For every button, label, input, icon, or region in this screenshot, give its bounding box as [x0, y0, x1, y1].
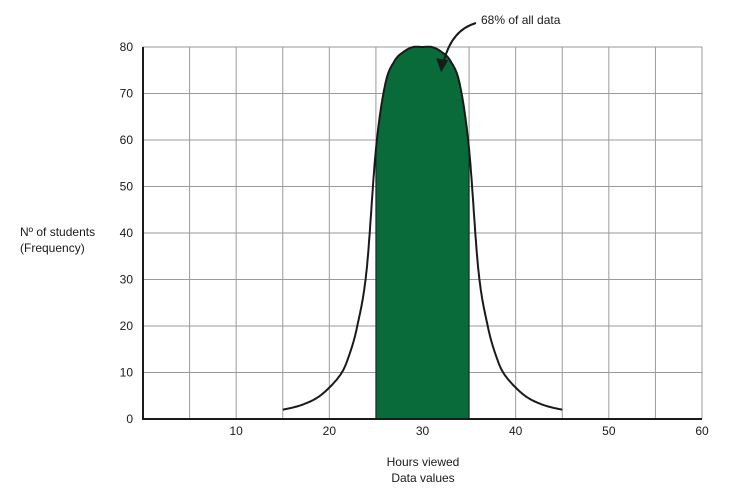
y-axis-label-line-2: (Frequency) [20, 241, 85, 255]
x-tick-label: 10 [229, 424, 243, 438]
x-axis-label-line-2: Data values [391, 471, 455, 485]
x-tick-label: 40 [509, 424, 523, 438]
y-tick-label: 20 [120, 319, 134, 333]
shaded-area-68-percent [375, 46, 470, 420]
y-tick-label: 30 [120, 273, 134, 287]
annotation-arrowhead [436, 58, 449, 73]
y-tick-label: 50 [120, 180, 134, 194]
y-axis-label: Nº of students (Frequency) [20, 224, 95, 256]
y-axis-label-line-1: Nº of students [20, 225, 96, 239]
x-axis-label-line-1: Hours viewed [386, 455, 460, 469]
y-tick-label: 40 [120, 226, 134, 240]
normal-curve [282, 45, 563, 411]
x-tick-labels: 10 20 30 40 50 60 [229, 424, 709, 438]
y-tick-label: 10 [120, 366, 134, 380]
y-tick-labels: 0 10 20 30 40 50 60 70 80 [120, 40, 134, 426]
y-tick-label: 60 [120, 133, 134, 147]
x-tick-label: 20 [323, 424, 337, 438]
x-tick-label: 60 [695, 424, 709, 438]
x-axis-label: Hours viewed Data values [323, 454, 523, 486]
y-tick-label: 80 [120, 40, 134, 54]
annotation-arrow [443, 22, 477, 61]
axes [142, 47, 702, 420]
y-tick-label: 0 [126, 412, 133, 426]
x-tick-label: 50 [602, 424, 616, 438]
y-tick-label: 70 [120, 87, 134, 101]
annotation-label: 68% of all data [481, 13, 561, 27]
x-tick-label: 30 [416, 424, 430, 438]
